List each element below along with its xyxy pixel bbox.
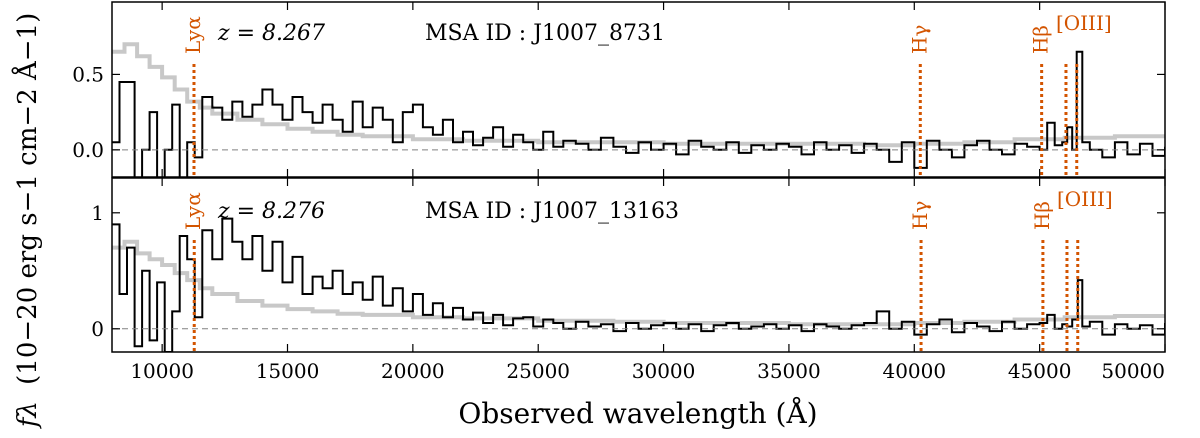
- bottom-spectrum-series: [112, 217, 1165, 352]
- bottom-redshift-label: z = 8.276: [217, 199, 325, 224]
- bottom-ytick-label: 1: [91, 201, 104, 225]
- bottom-frame: [111, 177, 1166, 353]
- top-spectrum-series: [112, 50, 1165, 177]
- bottom-marker-label-h: Hβ: [1030, 201, 1054, 230]
- xtick-label: 30000: [632, 359, 696, 383]
- bottom-model-series: [112, 239, 1165, 327]
- xtick-label: 45000: [1008, 359, 1072, 383]
- bottom-ytick-label: 0: [91, 317, 104, 341]
- top-ytick-label: 0.0: [72, 138, 104, 162]
- top-marker-label-h: Hγ: [907, 25, 931, 54]
- top-panel: Lyα Hγ Hβ[OIII] 0.0 0.5 z = 8.267 MSA ID : …: [72, 1, 1166, 178]
- top-redshift-label: z = 8.267: [217, 21, 325, 46]
- top-marker-label-h: Hβ: [1029, 25, 1053, 54]
- top-msa-label: MSA ID : J1007_8731: [425, 21, 665, 46]
- bottom-msa-label: MSA ID : J1007_13163: [425, 199, 679, 224]
- xtick-label: 40000: [882, 359, 946, 383]
- xtick-label: 10000: [130, 359, 194, 383]
- top-marker-label-ly: Lyα: [181, 16, 205, 54]
- bottom-marker-label-oiii: [OIII]: [1057, 187, 1113, 211]
- bottom-panel: Lyα Hγ Hβ[OIII] 0 1 z = 8.276 MSA ID : J100…: [91, 177, 1166, 353]
- x-axis-label: Observed wavelength (Å): [458, 397, 817, 430]
- xtick-label: 15000: [256, 359, 320, 383]
- top-ytick-label: 0.5: [72, 62, 104, 86]
- xtick-label: 50000: [1101, 359, 1165, 383]
- bottom-marker-label-h: Hγ: [908, 201, 932, 230]
- y-axis-label: fλ (10−20 erg s−1 cm−2 Å−1): [11, 13, 43, 429]
- top-model-series: [112, 42, 1165, 148]
- top-frame: [111, 1, 1166, 178]
- top-marker-label-oiii: [OIII]: [1056, 11, 1112, 35]
- y-axis-units: (10−20 erg s−1 cm−2 Å−1): [11, 13, 43, 385]
- bottom-marker-label-ly: Lyα: [181, 192, 205, 230]
- svg-text:fλ (10−20 erg s−1 cm−2 Å: fλ (10−20 erg s−1 cm−2 Å−1): [11, 13, 43, 429]
- xtick-label: 35000: [757, 359, 821, 383]
- y-axis-symbol: fλ: [13, 401, 43, 429]
- xtick-label: 20000: [381, 359, 445, 383]
- xtick-label: 25000: [506, 359, 570, 383]
